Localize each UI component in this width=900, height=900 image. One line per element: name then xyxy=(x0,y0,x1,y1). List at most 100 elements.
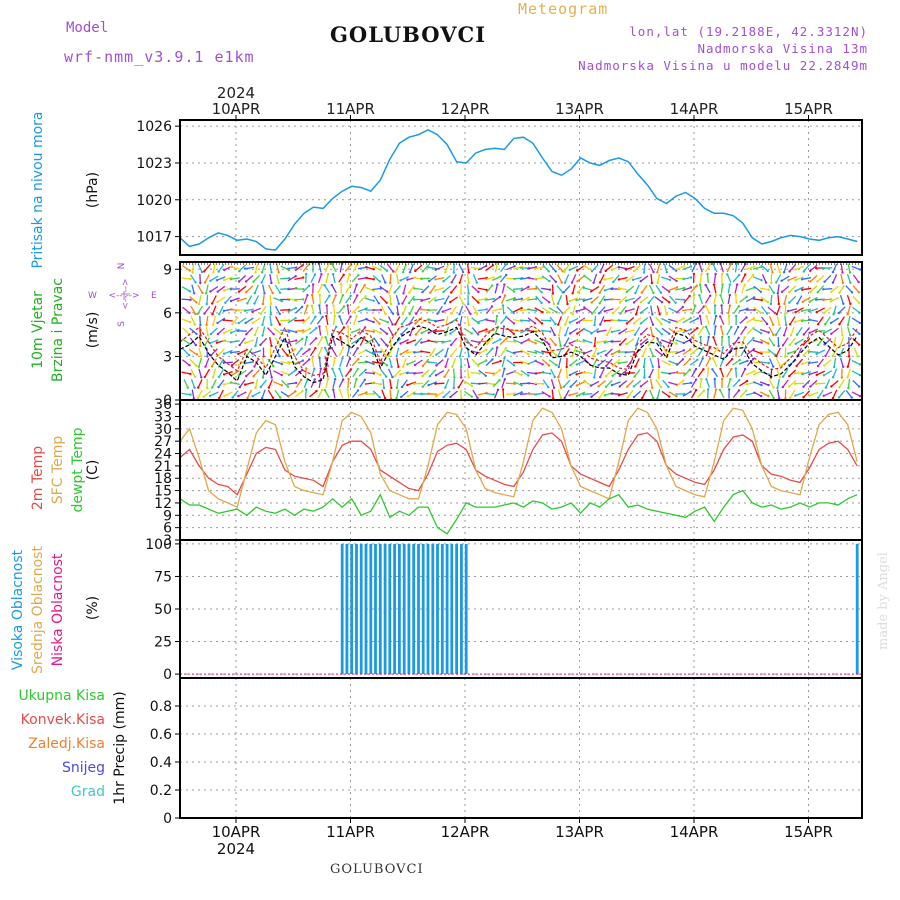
wind-vector-head xyxy=(197,365,200,368)
wind-vector-head xyxy=(582,371,585,374)
wind-vector xyxy=(422,285,430,293)
wind-vector-head xyxy=(332,388,335,391)
wind-vector xyxy=(583,287,593,291)
wind-vector xyxy=(534,392,544,396)
wind-vector-head xyxy=(491,358,494,361)
wind-vector xyxy=(373,295,380,304)
wind-vector-head xyxy=(848,271,852,274)
wind-vector xyxy=(435,297,445,302)
wind-vector-head xyxy=(470,332,473,335)
wind-vector-head xyxy=(442,395,445,399)
wind-vector-head xyxy=(540,291,543,294)
wind-vector-head xyxy=(771,271,774,274)
wind-vector-head xyxy=(767,361,770,365)
wind-vector-head xyxy=(552,386,556,389)
y-tick-label: 27 xyxy=(154,434,172,450)
wind-vector xyxy=(541,275,550,282)
wind-vector xyxy=(851,359,861,366)
wind-vector xyxy=(254,378,259,389)
wind-vector-head xyxy=(349,294,352,297)
wind-vector-head xyxy=(857,280,860,284)
wind-vector-head xyxy=(642,271,646,274)
wind-vector xyxy=(745,296,755,303)
wind-vector-head xyxy=(386,320,389,324)
wind-vector-head xyxy=(787,309,790,313)
wind-vector xyxy=(823,359,832,366)
wind-vector xyxy=(245,285,254,293)
wind-vector xyxy=(767,306,776,314)
wind-vector xyxy=(198,347,202,357)
wind-vector xyxy=(649,368,654,378)
wind-vector-head xyxy=(328,294,331,297)
wind-vector xyxy=(593,336,597,347)
wind-vector xyxy=(784,305,787,315)
wind-vector xyxy=(218,358,225,367)
wind-vector-head xyxy=(211,313,214,316)
wind-vector-head xyxy=(325,325,328,328)
wind-vector xyxy=(494,284,499,294)
wind-vector-head xyxy=(444,271,447,274)
wind-vector xyxy=(388,347,393,357)
wind-vector xyxy=(239,337,246,346)
wind-vector xyxy=(535,285,543,293)
high-cloud-bar xyxy=(345,543,349,675)
high-cloud-bar xyxy=(460,543,463,675)
wind-vector-head xyxy=(302,276,305,279)
wind-vector xyxy=(690,285,698,293)
wind-vector-head xyxy=(470,395,473,398)
wind-vector xyxy=(569,370,579,376)
wind-vector xyxy=(789,316,796,325)
wind-vector xyxy=(714,378,716,389)
wind-vector-head xyxy=(657,376,660,379)
wind-vector-head xyxy=(815,373,818,377)
wind-vector-head xyxy=(694,367,698,371)
temp-axis-label-1: 2m Temp xyxy=(30,446,46,510)
wind-vector xyxy=(458,295,464,304)
wind-vector-head xyxy=(271,291,274,295)
wind-vector xyxy=(583,339,593,344)
wind-vector xyxy=(472,389,479,399)
wind-vector-head xyxy=(788,301,791,304)
wind-vector xyxy=(720,326,724,336)
wind-vector-head xyxy=(499,338,502,341)
wind-vector xyxy=(583,265,593,271)
wind-vector-head xyxy=(229,265,233,269)
wind-vector xyxy=(705,315,710,326)
wind-vector-head xyxy=(305,388,308,391)
wind-vector-head xyxy=(206,334,210,337)
wind-vector xyxy=(668,360,678,365)
wind-vector xyxy=(789,337,796,346)
wind-vector xyxy=(689,359,698,366)
wind-vector xyxy=(217,327,226,335)
wind-vector xyxy=(549,337,557,346)
wind-vector xyxy=(477,287,487,291)
wind-vector xyxy=(740,368,746,378)
wind-vector-head xyxy=(501,304,505,307)
wind-vector xyxy=(209,391,219,397)
wind-vector xyxy=(303,379,309,388)
wind-vector xyxy=(218,264,225,272)
wind-vector-head xyxy=(406,395,410,398)
wind-vector-head xyxy=(568,342,571,345)
wind-vector-head xyxy=(280,299,284,303)
wind-vector-head xyxy=(260,271,264,274)
wind-vector-head xyxy=(815,266,818,270)
wind-vector xyxy=(407,391,416,397)
wind-vector xyxy=(824,347,831,357)
wind-vector-head xyxy=(618,343,622,346)
wind-vector-head xyxy=(571,292,574,295)
wind-vector-head xyxy=(318,356,321,360)
wind-vector xyxy=(840,273,844,284)
wind-vector xyxy=(317,337,323,346)
x-day-label-bottom: 10APR xyxy=(212,823,261,841)
wind-vector xyxy=(449,296,459,303)
wind-vector-head xyxy=(206,386,209,390)
wind-vector xyxy=(422,369,430,377)
wind-vector xyxy=(839,337,845,346)
wind-vector-head xyxy=(557,334,561,337)
wind-vector xyxy=(245,327,254,335)
wind-vector-head xyxy=(390,386,393,390)
x-day-label-top: 14APR xyxy=(670,100,719,118)
wind-vector-head xyxy=(450,343,453,347)
wind-vector xyxy=(338,347,344,357)
